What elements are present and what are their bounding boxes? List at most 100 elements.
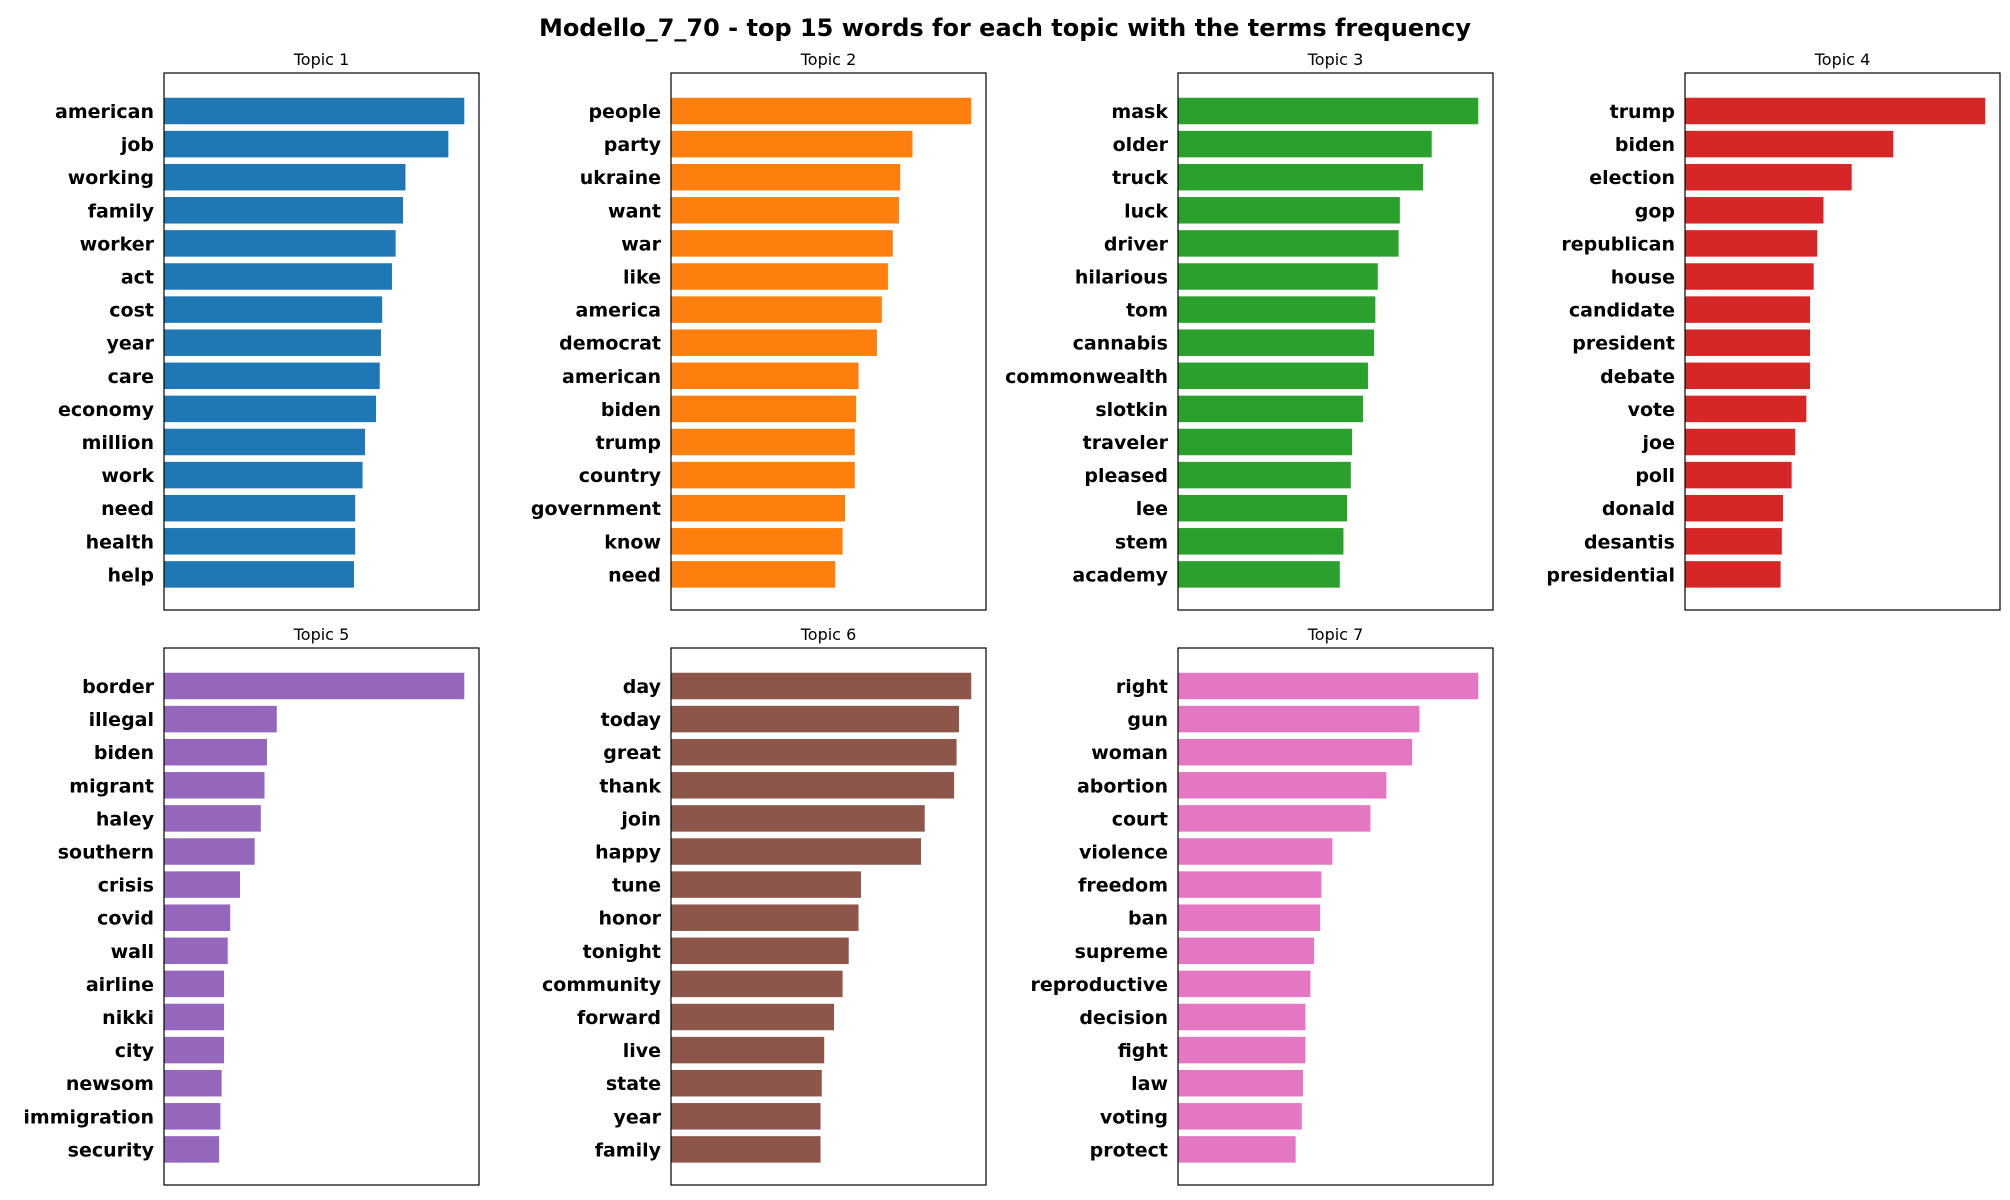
bar — [1685, 329, 1811, 356]
tick-label: academy — [1072, 564, 1168, 586]
tick-label: slotkin — [1095, 399, 1168, 421]
bar — [164, 1036, 225, 1064]
bar — [1178, 461, 1351, 489]
topic-chart: Topic 1 american job working family worker act… — [55, 50, 480, 611]
tick-label: care — [108, 366, 154, 388]
tick-label: supreme — [1075, 941, 1168, 963]
tick-label: ban — [1128, 908, 1168, 930]
plot-frame — [1177, 72, 1494, 611]
tick-label: covid — [97, 908, 154, 930]
tick-label: driver — [1104, 233, 1169, 255]
bar — [1178, 871, 1322, 898]
tick-label: government — [531, 498, 661, 520]
bar — [1685, 230, 1818, 257]
plot-frame — [163, 72, 480, 611]
bar — [671, 1003, 835, 1031]
tick-label: need — [101, 498, 154, 520]
tick-label: state — [606, 1073, 661, 1095]
chart-title: Topic 4 — [1814, 50, 1871, 69]
tick-label: america — [576, 300, 661, 322]
tick-label: vote — [1628, 399, 1675, 421]
bar — [164, 1003, 225, 1031]
tick-label: abortion — [1077, 775, 1168, 797]
tick-label: health — [86, 531, 154, 553]
tick-label: cost — [109, 300, 154, 322]
bar — [1178, 838, 1333, 865]
tick-label: newsom — [66, 1073, 154, 1095]
bar — [164, 428, 366, 456]
tick-label: crisis — [98, 875, 154, 897]
tick-label: city — [115, 1040, 155, 1062]
bar — [164, 970, 225, 998]
tick-label: mask — [1111, 101, 1168, 123]
bar — [164, 163, 406, 191]
tick-label: migrant — [69, 775, 154, 797]
tick-label: protect — [1090, 1139, 1168, 1161]
tick-label: truck — [1112, 167, 1168, 189]
bar — [164, 705, 277, 733]
tick-label: million — [82, 432, 154, 454]
tick-label: biden — [601, 399, 661, 421]
tick-label: decision — [1079, 1007, 1168, 1029]
bar — [671, 329, 877, 356]
chart-title: Topic 6 — [800, 625, 857, 644]
bar — [1685, 461, 1792, 489]
plot-frame — [670, 647, 987, 1186]
tick-label: election — [1589, 167, 1675, 189]
bar — [671, 494, 846, 522]
bar — [671, 296, 882, 323]
tick-label: year — [614, 1106, 662, 1128]
bar — [164, 97, 465, 125]
bar — [1178, 1103, 1302, 1130]
bar — [1685, 130, 1894, 158]
bar — [671, 461, 855, 489]
bar — [671, 805, 925, 832]
bar — [1685, 163, 1852, 191]
tick-label: great — [603, 742, 661, 764]
tick-label: happy — [595, 842, 662, 864]
tick-label: community — [542, 974, 662, 996]
bar — [1178, 395, 1364, 423]
plot-frame — [1177, 647, 1494, 1186]
bar — [1178, 1069, 1304, 1097]
bar — [1178, 428, 1353, 456]
bar — [1178, 263, 1378, 290]
bar — [1685, 528, 1782, 555]
tick-label: wall — [111, 941, 154, 963]
tick-label: border — [82, 676, 155, 698]
bar — [164, 1136, 220, 1163]
bar — [164, 561, 354, 588]
tick-label: hilarious — [1075, 267, 1168, 289]
tick-label: haley — [96, 808, 155, 830]
bar — [671, 738, 957, 766]
bar — [1178, 705, 1420, 733]
tick-label: commonwealth — [1005, 366, 1168, 388]
plot-frame — [1684, 72, 2001, 611]
bar — [1178, 904, 1321, 931]
bar — [1685, 263, 1814, 290]
bar — [1178, 197, 1400, 224]
tick-label: working — [68, 167, 154, 189]
bar — [671, 428, 855, 456]
tick-label: economy — [58, 399, 155, 421]
bar — [671, 705, 960, 733]
chart-title: Topic 7 — [1307, 625, 1364, 644]
plot-frame — [163, 647, 480, 1186]
tick-label: ukraine — [580, 167, 661, 189]
bar — [164, 528, 356, 555]
tick-label: nikki — [102, 1007, 154, 1029]
bar — [671, 1069, 822, 1097]
tick-label: family — [88, 200, 155, 222]
bar — [1178, 1003, 1306, 1031]
chart-title: Topic 5 — [293, 625, 350, 644]
bar — [164, 130, 449, 158]
tick-label: illegal — [89, 709, 154, 731]
bar — [1685, 428, 1796, 456]
tick-label: lee — [1136, 498, 1168, 520]
bar — [671, 1036, 825, 1064]
tick-label: tom — [1126, 300, 1168, 322]
tick-label: stem — [1115, 531, 1168, 553]
tick-label: know — [604, 531, 661, 553]
tick-label: candidate — [1569, 300, 1675, 322]
chart-title: Topic 3 — [1307, 50, 1364, 69]
